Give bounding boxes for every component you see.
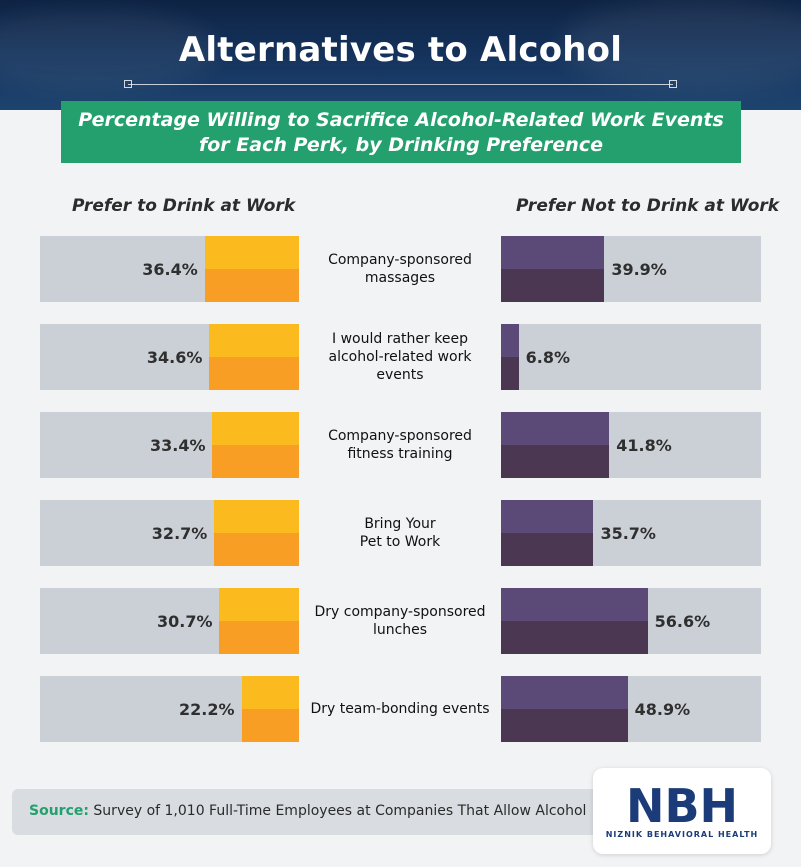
right-value-label: 35.7% bbox=[600, 524, 656, 543]
source-label: Source: bbox=[29, 803, 89, 819]
left-bar bbox=[204, 236, 299, 302]
right-bar bbox=[501, 324, 519, 390]
title-divider bbox=[128, 84, 673, 85]
left-value-label: 36.4% bbox=[142, 260, 198, 279]
category-label: Company-sponsored fitness training bbox=[305, 412, 495, 478]
category-label-text: Company-sponsored massages bbox=[328, 251, 472, 287]
left-value-label: 34.6% bbox=[146, 348, 203, 367]
right-value-label: 41.8% bbox=[616, 436, 672, 455]
category-label: Bring Your Pet to Work bbox=[305, 500, 495, 566]
subtitle-line-2: for Each Perk, by Drinking Preference bbox=[198, 134, 603, 156]
header-banner: Alternatives to Alcohol bbox=[0, 0, 801, 110]
right-value-label: 39.9% bbox=[611, 260, 667, 279]
chart-row: 36.4% 39.9% Company-sponsored massages bbox=[0, 236, 801, 302]
left-bar bbox=[214, 500, 299, 566]
source-note: Source: Survey of 1,010 Full-Time Employ… bbox=[29, 803, 586, 819]
category-label-line: Company-sponsored bbox=[328, 428, 472, 444]
left-value-label: 22.2% bbox=[179, 700, 235, 719]
category-label-line: alcohol-related work events bbox=[328, 349, 472, 383]
right-column-header: Prefer Not to Drink at Work bbox=[516, 196, 780, 216]
left-column-header: Prefer to Drink at Work bbox=[72, 196, 296, 216]
right-value-label: 6.8% bbox=[525, 348, 570, 367]
left-value-label: 30.7% bbox=[156, 612, 213, 631]
nbh-logo-letters: NBH bbox=[626, 780, 738, 828]
nbh-logo-subtext: NIZNIK BEHAVIORAL HEALTH bbox=[605, 830, 759, 839]
category-label-line: Dry company-sponsored bbox=[314, 604, 486, 620]
category-label: I would rather keep alcohol-related work … bbox=[305, 324, 495, 390]
chart-row: 33.4% 41.8% Company-sponsored fitness train… bbox=[0, 412, 801, 478]
category-label: Dry team-bonding events bbox=[305, 676, 495, 742]
header-background-blur bbox=[0, 10, 220, 90]
category-label-text: Dry team-bonding events bbox=[310, 700, 489, 718]
category-label-line: Company-sponsored bbox=[328, 252, 472, 268]
right-bar bbox=[501, 588, 648, 654]
subtitle-banner: Percentage Willing to Sacrifice Alcohol-… bbox=[61, 101, 741, 163]
left-bar bbox=[241, 676, 299, 742]
category-label: Company-sponsored massages bbox=[305, 236, 495, 302]
category-label-text: Company-sponsored fitness training bbox=[328, 427, 472, 463]
right-value-label: 56.6% bbox=[654, 612, 711, 631]
right-bar-track bbox=[501, 324, 761, 390]
right-bar bbox=[501, 676, 628, 742]
chart-row: 22.2% 48.9% Dry team-bonding events bbox=[0, 676, 801, 742]
chart-row: 32.7% 35.7% Bring Your Pet to Work bbox=[0, 500, 801, 566]
nbh-logo-mark: NBH bbox=[626, 780, 738, 828]
category-label: Dry company-sponsored lunches bbox=[305, 588, 495, 654]
left-value-label: 32.7% bbox=[151, 524, 208, 543]
source-text: Survey of 1,010 Full-Time Employees at C… bbox=[93, 803, 587, 819]
category-label-line: lunches bbox=[372, 622, 428, 638]
page-title: Alternatives to Alcohol bbox=[178, 30, 623, 70]
right-bar bbox=[501, 412, 610, 478]
chart-row: 34.6% 6.8% I would rather keep alcohol-rela… bbox=[0, 324, 801, 390]
title-rule-right-end bbox=[669, 80, 677, 88]
nbh-logo: NBH NIZNIK BEHAVIORAL HEALTH bbox=[593, 768, 771, 854]
left-value-label: 33.4% bbox=[149, 436, 206, 455]
category-label-text: I would rather keep alcohol-related work … bbox=[305, 330, 495, 384]
category-label-line: Pet to Work bbox=[359, 534, 441, 550]
category-label-line: Bring Your bbox=[364, 516, 436, 532]
right-value-label: 48.9% bbox=[634, 700, 691, 719]
category-label-text: Dry company-sponsored lunches bbox=[314, 603, 485, 639]
source-footer: Source: Survey of 1,010 Full-Time Employ… bbox=[12, 789, 604, 835]
chart-row: 30.7% 56.6% Dry company-sponsored lunches bbox=[0, 588, 801, 654]
right-bar bbox=[501, 500, 594, 566]
left-bar bbox=[219, 588, 299, 654]
category-label-line: fitness training bbox=[347, 446, 453, 462]
subtitle-line-1: Percentage Willing to Sacrifice Alcohol-… bbox=[78, 109, 724, 131]
category-label-text: Bring Your Pet to Work bbox=[360, 515, 440, 551]
right-bar bbox=[501, 236, 605, 302]
left-bar bbox=[212, 412, 299, 478]
header-background-blur bbox=[560, 0, 801, 90]
category-label-line: I would rather keep bbox=[332, 331, 468, 347]
left-bar bbox=[209, 324, 299, 390]
category-label-line: Dry team-bonding events bbox=[310, 701, 490, 717]
category-label-line: massages bbox=[364, 270, 436, 286]
